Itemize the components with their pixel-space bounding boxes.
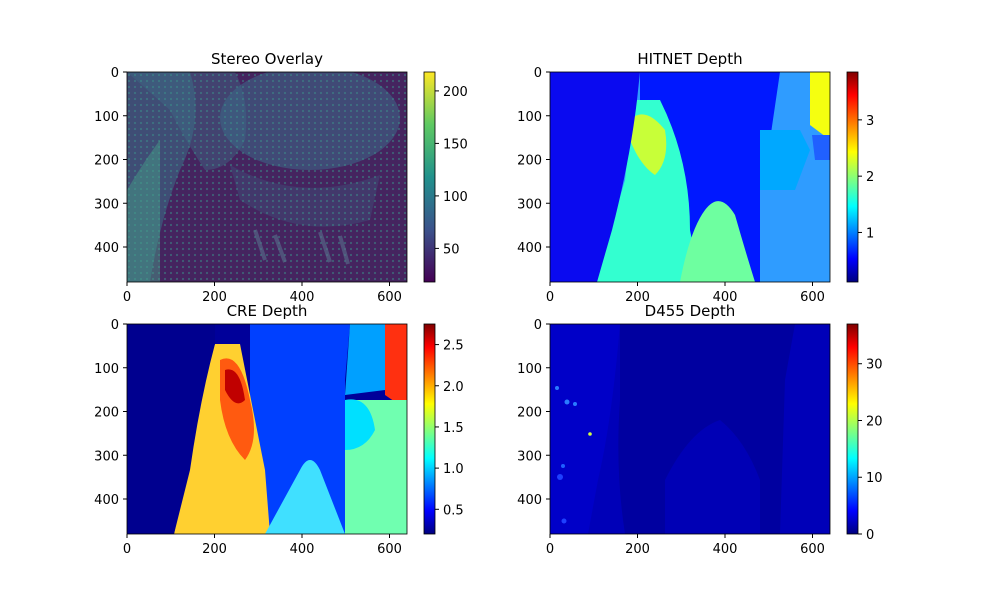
x-tick-label: 200 xyxy=(625,290,650,305)
y-tick-label: 100 xyxy=(94,110,119,125)
panel-title: CRE Depth xyxy=(227,302,308,320)
y-tick-label: 400 xyxy=(517,241,542,256)
plot-frame xyxy=(549,71,831,283)
x-tick-label: 400 xyxy=(290,542,315,557)
y-tick-label: 0 xyxy=(111,318,119,333)
colorbar-tick-label: 2.5 xyxy=(443,339,464,354)
heatmap-image xyxy=(127,324,407,534)
y-tick-label: 200 xyxy=(94,406,119,421)
y-axis: 0 100 200 300 400 xyxy=(94,66,127,256)
y-axis: 0 100 200 300 400 xyxy=(517,66,550,256)
x-axis: 0 200 400 600 xyxy=(546,534,825,557)
plot-frame xyxy=(126,71,408,283)
y-axis: 0 100 200 300 400 xyxy=(94,318,127,508)
colorbar-ticks: 0 10 20 30 xyxy=(858,358,883,543)
heatmap-image xyxy=(550,324,830,534)
y-tick-label: 400 xyxy=(94,493,119,508)
y-tick-label: 300 xyxy=(517,449,542,464)
colorbar-tick-label: 1 xyxy=(866,226,874,241)
x-axis: 0 200 400 600 xyxy=(546,282,825,305)
colorbar-tick-label: 10 xyxy=(866,471,883,486)
colorbar-gradient xyxy=(846,323,859,535)
y-tick-label: 0 xyxy=(534,318,542,333)
y-tick-label: 100 xyxy=(94,362,119,377)
colorbar-tick-label: 200 xyxy=(443,85,468,100)
y-tick-label: 300 xyxy=(94,449,119,464)
x-tick-label: 400 xyxy=(713,290,738,305)
y-tick-label: 400 xyxy=(517,493,542,508)
x-tick-label: 600 xyxy=(800,290,825,305)
x-tick-label: 400 xyxy=(713,542,738,557)
x-tick-label: 0 xyxy=(546,290,554,305)
y-tick-label: 0 xyxy=(111,66,119,81)
panel-cre-depth: CRE Depth 0 200 400 600 0 100 200 xyxy=(94,302,464,557)
x-tick-label: 200 xyxy=(202,290,227,305)
y-tick-label: 400 xyxy=(94,241,119,256)
y-tick-label: 300 xyxy=(517,197,542,212)
y-tick-label: 100 xyxy=(517,110,542,125)
panel-stereo-overlay: Stereo Overlay 0 200 400 600 0 100 200 3… xyxy=(94,50,468,305)
y-tick-label: 300 xyxy=(94,197,119,212)
plot-frame xyxy=(549,323,831,535)
plot-frame xyxy=(126,323,408,535)
y-tick-label: 200 xyxy=(517,406,542,421)
y-tick-label: 100 xyxy=(517,362,542,377)
y-axis: 0 100 200 300 400 xyxy=(517,318,550,508)
x-axis: 0 200 400 600 xyxy=(123,534,402,557)
colorbar-tick-label: 20 xyxy=(866,414,883,429)
colorbar-tick-label: 1.0 xyxy=(443,462,464,477)
panel-title: D455 Depth xyxy=(645,302,736,320)
colorbar-tick-label: 50 xyxy=(443,242,460,257)
x-tick-label: 0 xyxy=(123,542,131,557)
x-tick-label: 0 xyxy=(123,290,131,305)
panel-title: HITNET Depth xyxy=(637,50,742,68)
colorbar: 1 2 3 xyxy=(846,71,874,283)
colorbar-tick-label: 0.5 xyxy=(443,503,464,518)
x-axis: 0 200 400 600 xyxy=(123,282,402,305)
y-tick-label: 200 xyxy=(517,154,542,169)
colorbar-tick-label: 1.5 xyxy=(443,421,464,436)
colorbar-gradient xyxy=(846,71,859,283)
x-tick-label: 200 xyxy=(202,542,227,557)
x-tick-label: 400 xyxy=(290,290,315,305)
colorbar-tick-label: 3 xyxy=(866,114,874,129)
heatmap-image xyxy=(127,72,407,282)
colorbar: 0.5 1.0 1.5 2.0 2.5 xyxy=(423,323,464,535)
colorbar-tick-label: 30 xyxy=(866,358,883,373)
colorbar-tick-label: 2 xyxy=(866,170,874,185)
colorbar-tick-label: 2.0 xyxy=(443,380,464,395)
colorbar-tick-label: 100 xyxy=(443,190,468,205)
x-tick-label: 600 xyxy=(800,542,825,557)
x-tick-label: 0 xyxy=(546,542,554,557)
colorbar-gradient xyxy=(423,323,436,535)
x-tick-label: 200 xyxy=(625,542,650,557)
heatmap-image xyxy=(550,72,830,282)
panel-hitnet-depth: HITNET Depth 0 200 400 600 0 100 200 300 xyxy=(517,50,874,305)
colorbar-gradient xyxy=(423,71,436,283)
x-tick-label: 600 xyxy=(377,542,402,557)
colorbar-ticks: 50 100 150 200 xyxy=(435,85,468,257)
y-tick-label: 200 xyxy=(94,154,119,169)
colorbar: 0 10 20 30 xyxy=(846,323,883,543)
colorbar-tick-label: 150 xyxy=(443,137,468,152)
y-tick-label: 0 xyxy=(534,66,542,81)
x-tick-label: 600 xyxy=(377,290,402,305)
panel-d455-depth: D455 Depth 0 200 400 600 0 100 200 xyxy=(517,302,882,557)
colorbar-ticks: 0.5 1.0 1.5 2.0 2.5 xyxy=(435,339,464,518)
colorbar-ticks: 1 2 3 xyxy=(858,114,874,241)
panel-title: Stereo Overlay xyxy=(211,50,323,68)
colorbar: 50 100 150 200 xyxy=(423,71,468,283)
colorbar-tick-label: 0 xyxy=(866,528,874,543)
